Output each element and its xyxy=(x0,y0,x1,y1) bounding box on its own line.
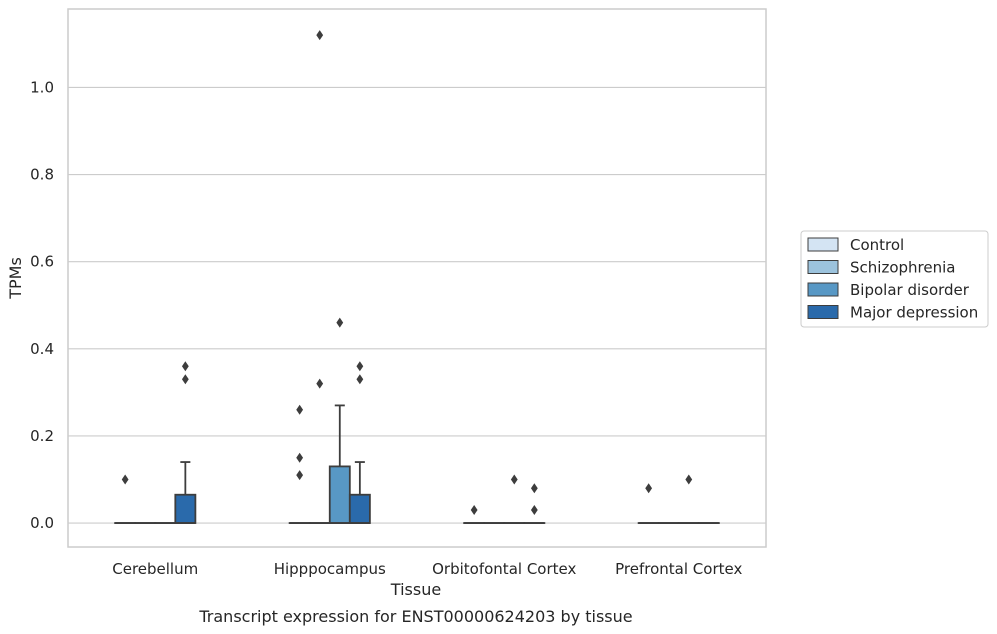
y-tick-label: 0.6 xyxy=(30,253,54,271)
y-tick-label: 0.2 xyxy=(30,427,54,445)
outlier-point xyxy=(316,378,324,389)
boxes xyxy=(114,404,720,524)
legend-swatch xyxy=(807,260,839,274)
outlier-point xyxy=(181,361,189,372)
chart-caption: Transcript expression for ENST0000062420… xyxy=(198,607,632,626)
y-tick-label: 0.0 xyxy=(30,514,54,532)
legend-swatch xyxy=(807,237,839,252)
outlier-point xyxy=(510,474,518,485)
outlier-point xyxy=(685,474,693,485)
x-tick-label: Cerebellum xyxy=(112,560,198,578)
outlier-point xyxy=(645,483,653,494)
legend: Control Schizophrenia Bipolar disorder Majo… xyxy=(800,230,989,328)
x-tick-labels: Cerebellum Hipppocampus Orbitofontal Corte… xyxy=(112,560,742,578)
outlier-point xyxy=(530,483,538,494)
outlier-point xyxy=(530,504,538,515)
y-tick-labels: 0.0 0.2 0.4 0.6 0.8 1.0 xyxy=(30,78,54,532)
outlier-point xyxy=(296,470,304,481)
legend-swatch xyxy=(807,282,839,297)
legend-label: Schizophrenia xyxy=(850,259,955,277)
y-tick-label: 0.4 xyxy=(30,340,54,358)
box-body xyxy=(348,493,371,524)
outlier-point xyxy=(356,374,364,385)
box-body xyxy=(328,465,351,524)
box-3-1 xyxy=(348,461,371,524)
y-tick-label: 1.0 xyxy=(30,78,54,96)
box-3-0 xyxy=(174,461,197,524)
outlier-point xyxy=(356,361,364,372)
y-axis-label: TPMs xyxy=(6,257,25,300)
legend-label: Bipolar disorder xyxy=(850,281,970,299)
outlier-point xyxy=(470,504,478,515)
plot-area xyxy=(68,9,766,547)
x-tick-label: Orbitofontal Cortex xyxy=(432,560,576,578)
x-tick-label: Prefrontal Cortex xyxy=(615,560,742,578)
box-body xyxy=(174,493,197,524)
outlier-point xyxy=(121,474,129,485)
legend-label: Major depression xyxy=(850,304,978,322)
box-2-1 xyxy=(328,404,351,524)
outlier-point xyxy=(336,317,344,328)
outliers xyxy=(121,30,693,515)
outlier-point xyxy=(296,452,304,463)
legend-frame xyxy=(800,230,989,328)
outlier-point xyxy=(316,30,324,41)
x-axis-label: Tissue xyxy=(390,580,441,599)
plot-frame xyxy=(67,8,767,548)
y-tick-label: 0.8 xyxy=(30,166,54,184)
legend-label: Control xyxy=(850,236,904,254)
outlier-point xyxy=(181,374,189,385)
x-tick-label: Hipppocampus xyxy=(274,560,386,578)
outlier-point xyxy=(296,404,304,415)
legend-swatch xyxy=(807,305,839,319)
